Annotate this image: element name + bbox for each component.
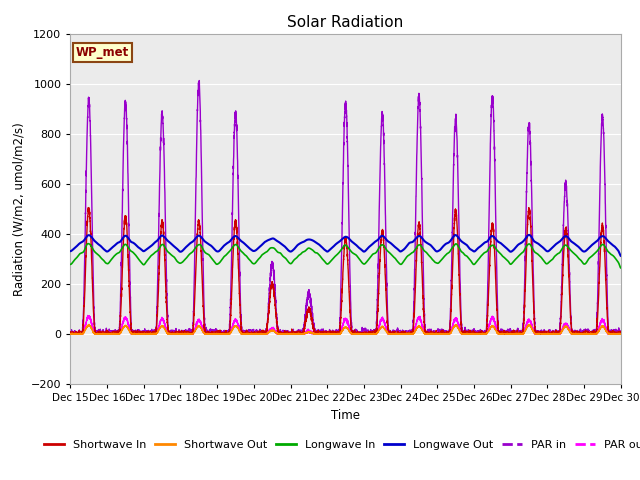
Title: Solar Radiation: Solar Radiation bbox=[287, 15, 404, 30]
Legend: Shortwave In, Shortwave Out, Longwave In, Longwave Out, PAR in, PAR out: Shortwave In, Shortwave Out, Longwave In… bbox=[40, 435, 640, 454]
Text: WP_met: WP_met bbox=[76, 46, 129, 59]
Y-axis label: Radiation (W/m2, umol/m2/s): Radiation (W/m2, umol/m2/s) bbox=[12, 122, 26, 296]
X-axis label: Time: Time bbox=[331, 408, 360, 421]
